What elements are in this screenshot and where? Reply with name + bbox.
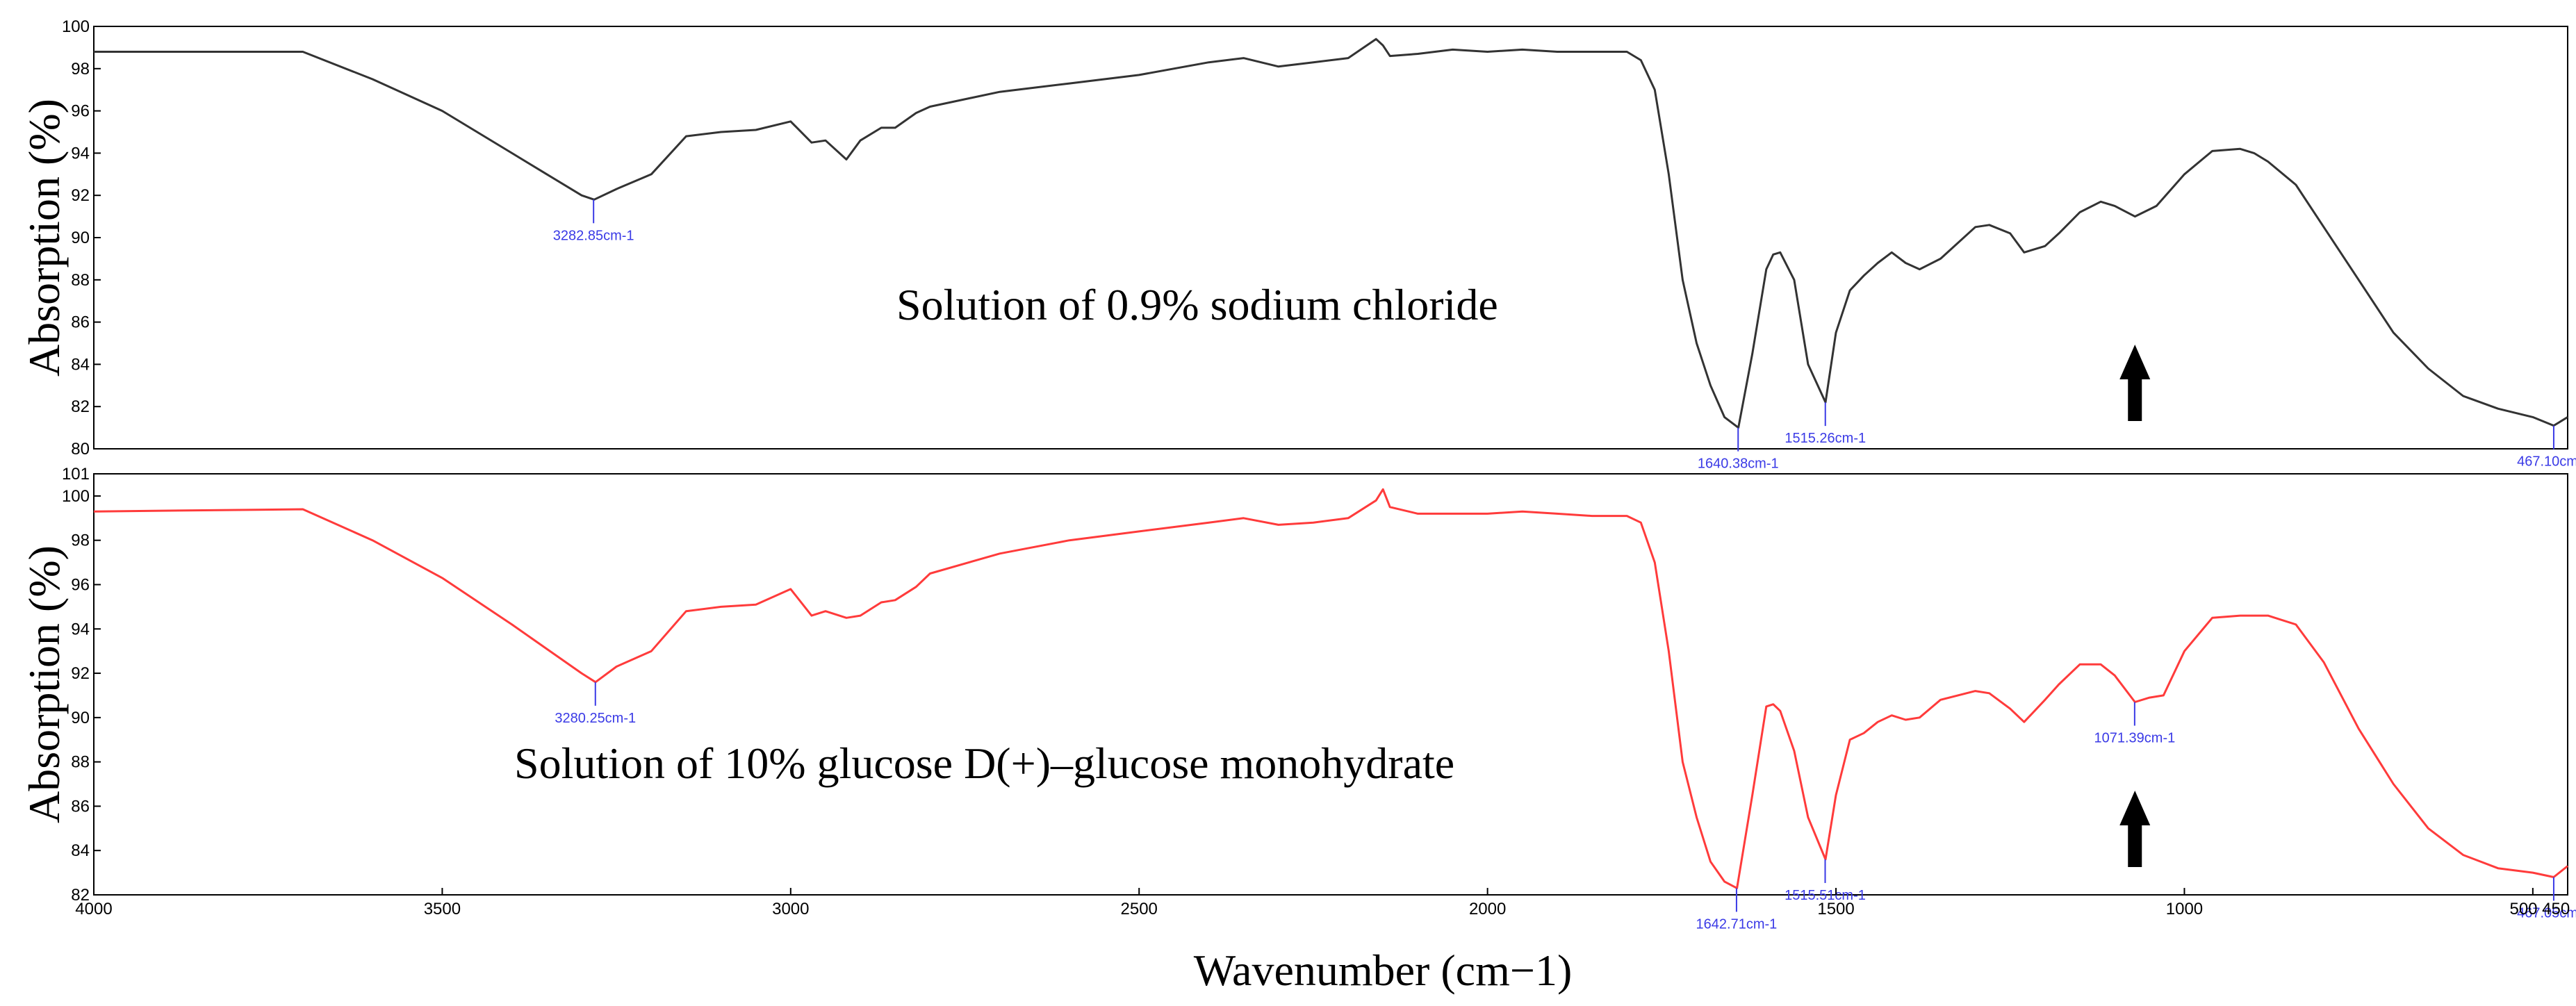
top-panel-frame [93, 26, 2568, 450]
y-tick-label: 88 [71, 271, 90, 290]
y-tick-label: 84 [71, 355, 90, 374]
x-tick-label: 3000 [772, 900, 809, 918]
peak-label: 1071.39cm-1 [2094, 731, 2175, 746]
peak-label: 1515.26cm-1 [1785, 431, 1866, 446]
x-tick-label: 3500 [424, 900, 461, 918]
y-tick-label: 101 [62, 465, 90, 484]
top-panel: 80 82 84 86 88 90 92 94 96 98 100 3282.85cm-1 1640.3… [62, 17, 2576, 472]
y-tick-label: 98 [71, 531, 90, 550]
peak-label: 1642.71cm-1 [1696, 916, 1778, 932]
y-tick-label: 98 [71, 60, 90, 79]
y-tick-label: 82 [71, 397, 90, 416]
x-tick-label: 2500 [1121, 900, 1158, 918]
y-tick-label: 94 [71, 620, 90, 638]
top-y-axis-title: Absorption (%) [19, 99, 69, 377]
peak-label: 1640.38cm-1 [1698, 456, 1779, 472]
y-tick-label: 100 [62, 487, 90, 506]
y-tick-label: 92 [71, 664, 90, 683]
bottom-panel-frame [93, 473, 2568, 896]
x-tick-label: 1500 [1817, 900, 1854, 918]
highlight-arrow [2119, 791, 2151, 867]
y-tick-label: 80 [71, 440, 90, 459]
y-tick-label: 82 [71, 886, 90, 905]
y-tick-label: 96 [71, 575, 90, 594]
y-tick-label: 90 [71, 229, 90, 247]
bottom-panel: 82 84 86 88 90 92 94 96 98 100 101 3280.25cm-1 1642.… [62, 465, 2576, 932]
highlight-arrow [2119, 345, 2151, 421]
bottom-y-axis-title: Absorption (%) [19, 545, 69, 823]
bottom-sample-title: Solution of 10% glucose D(+)–glucose mon… [514, 739, 1454, 788]
y-tick-label: 84 [71, 841, 90, 860]
peak-label: 1515.51cm-1 [1785, 888, 1866, 903]
spectrum-line [93, 488, 2568, 889]
y-tick-label: 90 [71, 709, 90, 727]
y-tick-label: 100 [62, 17, 90, 36]
x-tick-label: 1000 [2166, 900, 2203, 918]
spectrum-line [94, 38, 2568, 429]
y-tick-label: 86 [71, 797, 90, 816]
y-tick-label: 86 [71, 313, 90, 332]
peak-label: 467.05cm-1 [2517, 905, 2576, 921]
x-tick-label: 500 450 [2509, 900, 2570, 918]
y-tick-label: 88 [71, 753, 90, 772]
y-tick-label: 92 [71, 186, 90, 205]
x-tick-label: 4000 [75, 900, 112, 918]
x-axis-ticks: 4000 3500 3000 2500 2000 1500 1000 500 450 [75, 888, 2570, 918]
y-tick-label: 96 [71, 102, 90, 121]
x-tick-label: 2000 [1469, 900, 1506, 918]
x-axis-title: Wavenumber (cm−1) [1194, 946, 1573, 995]
top-sample-title: Solution of 0.9% sodium chloride [896, 280, 1498, 329]
peak-label: 467.10cm-1 [2517, 454, 2576, 470]
y-tick-label: 94 [71, 144, 90, 163]
peak-label: 3282.85cm-1 [553, 228, 634, 243]
peak-label: 3280.25cm-1 [555, 711, 636, 726]
